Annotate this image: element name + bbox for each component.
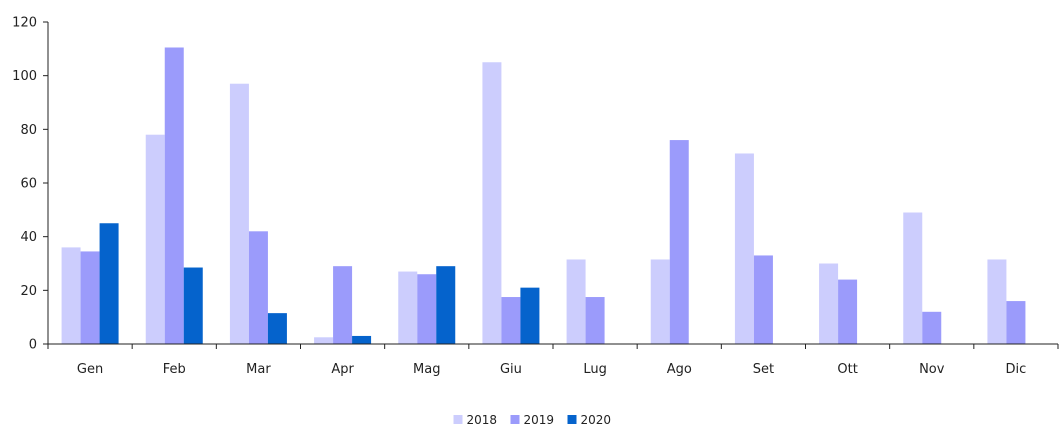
x-tick-label: Gen (77, 362, 103, 377)
y-tick-label: 120 (12, 16, 37, 31)
x-tick-label: Mag (413, 362, 440, 377)
bar-2018-nov (903, 212, 923, 344)
bar-2018-gen (61, 247, 81, 344)
bar-2019-feb (164, 47, 184, 345)
legend-label-2018: 2018 (467, 413, 498, 427)
bar-2019-set (753, 255, 773, 344)
bar-2019-lug (585, 297, 605, 344)
bar-2018-feb (145, 134, 165, 344)
legend-swatch-2020 (567, 415, 577, 424)
legend: 2018 2019 2020 (453, 413, 612, 427)
bar-2018-set (734, 153, 754, 344)
x-tick-label: Ott (837, 362, 857, 377)
x-tick-label: Feb (163, 362, 186, 377)
bar-2018-mag (398, 271, 418, 344)
y-tick-label: 0 (29, 338, 37, 353)
bars-layer (61, 47, 1026, 345)
x-tick-label: Apr (331, 362, 354, 377)
x-tick-label: Set (753, 362, 774, 377)
x-tick-label: Ago (667, 362, 692, 377)
bar-2018-ott (819, 263, 839, 344)
axes-layer: 0 20 40 60 80 100 120 Gen Feb Mar Apr Mag Giu Lug Ago S… (12, 16, 1059, 377)
x-tick-label: Lug (583, 362, 607, 377)
bar-2019-mar (248, 231, 268, 344)
bar-2019-nov (922, 311, 942, 344)
bar-2018-apr (314, 337, 334, 344)
bar-2018-mar (229, 83, 249, 344)
bar-2018-ago (650, 259, 670, 344)
bar-2019-giu (501, 297, 521, 344)
x-tick-label: Nov (919, 362, 945, 377)
y-tick-label: 80 (20, 123, 37, 138)
bar-2019-mag (417, 274, 437, 344)
bar-2020-apr (352, 335, 372, 344)
bar-2020-gen (99, 223, 119, 344)
bar-2020-giu (520, 287, 540, 344)
bar-2019-apr (333, 266, 353, 344)
bar-2018-lug (566, 259, 586, 344)
bar-2018-giu (482, 62, 502, 344)
bar-2020-mar (267, 313, 287, 344)
bar-2020-mag (436, 266, 456, 344)
bar-2019-dic (1006, 301, 1026, 344)
legend-label-2019: 2019 (524, 413, 555, 427)
legend-swatch-2018 (453, 415, 463, 424)
bar-2019-ago (669, 140, 689, 344)
bar-2019-gen (80, 251, 100, 344)
bar-2020-feb (183, 267, 203, 344)
y-tick-label: 20 (20, 284, 37, 299)
legend-label-2020: 2020 (581, 413, 612, 427)
bar-2018-dic (987, 259, 1007, 344)
x-tick-label: Dic (1006, 362, 1027, 377)
y-tick-label: 60 (20, 177, 37, 192)
x-tick-label: Mar (246, 362, 271, 377)
legend-swatch-2019 (510, 415, 520, 424)
y-tick-label: 40 (20, 230, 37, 245)
x-tick-label: Giu (500, 362, 522, 377)
y-tick-label: 100 (12, 69, 37, 84)
bar-2019-ott (838, 279, 858, 344)
